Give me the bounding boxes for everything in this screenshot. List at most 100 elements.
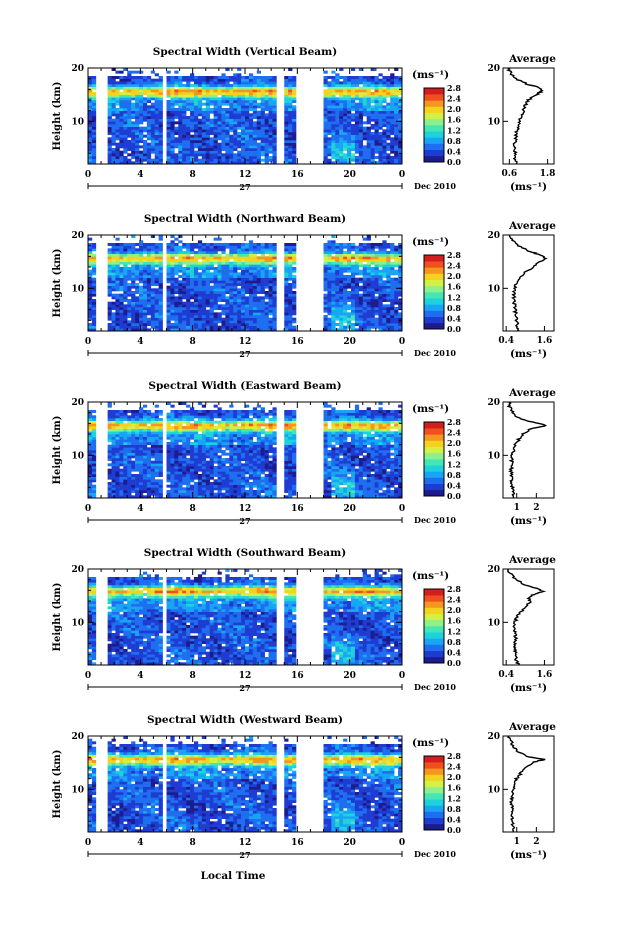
colorbar-tick-label: 0.8 [447, 804, 461, 814]
average-profile-line [508, 234, 548, 332]
x-tick-label: 0 [85, 671, 91, 681]
colorbar-tick-label: 0.4 [447, 647, 461, 657]
x-tick-label: 4 [137, 838, 143, 848]
x-tick-label: 8 [190, 838, 196, 848]
colorbar-tick-label: 2.0 [447, 438, 461, 448]
average-y-tick-label: 10 [487, 618, 500, 628]
x-axis-label: Local Time [201, 870, 266, 882]
average-y-tick-label: 10 [487, 117, 500, 127]
day-label: 27 [239, 850, 250, 860]
average-x-label: (ms⁻¹) [510, 682, 547, 694]
x-tick-label: 16 [291, 838, 304, 848]
x-tick-label: 16 [291, 671, 304, 681]
x-tick-label: 0 [399, 504, 405, 514]
average-frame [502, 67, 555, 165]
x-tick-label: 8 [190, 170, 196, 180]
date-label: Dec 2010 [414, 348, 456, 358]
x-tick-label: 0 [85, 504, 91, 514]
colorbar-tick-label: 2.4 [447, 762, 461, 772]
colorbar-tick-label: 2.0 [447, 271, 461, 281]
average-y-tick-label: 20 [487, 732, 500, 742]
x-tick-label: 8 [190, 504, 196, 514]
day-label: 27 [239, 683, 250, 693]
y-tick-label: 10 [71, 117, 84, 127]
average-x-label: (ms⁻¹) [510, 849, 547, 861]
colorbar-tick-label: 2.8 [447, 584, 461, 594]
colorbar-tick-label: 0.4 [447, 313, 461, 323]
colorbar-tick-label: 1.2 [447, 626, 461, 636]
x-tick-label: 16 [291, 170, 304, 180]
x-tick-label: 8 [190, 671, 196, 681]
panel-1: Spectral Width (Vertical Beam) 20 10 Height… [52, 46, 556, 193]
colorbar-tick-label: 1.6 [447, 783, 461, 793]
average-title: Average [508, 387, 556, 399]
average-y-tick-label: 20 [487, 565, 500, 575]
x-tick-label: 12 [239, 671, 252, 681]
colorbar-tick-label: 2.8 [447, 751, 461, 761]
average-y-tick-label: 10 [487, 785, 500, 795]
date-label: Dec 2010 [414, 515, 456, 525]
panel-title: Spectral Width (Southward Beam) [144, 547, 346, 559]
x-tick-label: 20 [343, 170, 356, 180]
y-tick-label: 10 [71, 284, 84, 294]
average-title: Average [508, 721, 556, 733]
colorbar-tick-label: 0.0 [447, 157, 461, 167]
panel-4: Spectral Width (Southward Beam) 20 10 Heigh… [52, 547, 556, 694]
average-profile-line [506, 568, 547, 666]
average-y-tick-label: 10 [487, 451, 500, 461]
y-tick-label: 20 [71, 64, 84, 74]
average-title: Average [508, 220, 556, 232]
x-tick-label: 0 [85, 337, 91, 347]
x-tick-label: 0 [399, 337, 405, 347]
average-x-label: (ms⁻¹) [510, 348, 547, 360]
average-x-tick-label: 1.6 [537, 336, 553, 346]
colorbar-tick-label: 0.8 [447, 303, 461, 313]
colorbar-unit: (ms⁻¹) [412, 403, 449, 415]
panel-2: Spectral Width (Northward Beam) 20 10 Heigh… [52, 213, 556, 360]
x-tick-label: 20 [343, 838, 356, 848]
colorbar-tick-label: 0.8 [447, 470, 461, 480]
colorbar-tick-label: 1.6 [447, 115, 461, 125]
average-x-tick-label: 1.8 [540, 169, 556, 179]
day-label: 27 [239, 349, 250, 359]
colorbar-tick-label: 0.0 [447, 324, 461, 334]
heatmap-cells [88, 736, 403, 833]
colorbar-tick-label: 1.2 [447, 125, 461, 135]
average-x-tick-label: 1 [514, 837, 520, 847]
average-x-tick-label: 0.6 [502, 169, 518, 179]
average-profile-line [506, 735, 546, 833]
day-label: 27 [239, 516, 250, 526]
y-tick-label: 20 [71, 231, 84, 241]
average-x-tick-label: 0.4 [498, 670, 514, 680]
average-frame [502, 568, 555, 666]
y-tick-label: 10 [71, 618, 84, 628]
colorbar-tick-label: 2.0 [447, 772, 461, 782]
heatmap-cells [88, 68, 403, 165]
colorbar [423, 87, 445, 163]
x-tick-label: 0 [399, 838, 405, 848]
average-frame [502, 234, 555, 332]
day-label: 27 [239, 182, 250, 192]
colorbar-tick-label: 2.8 [447, 83, 461, 93]
colorbar-tick-label: 2.4 [447, 428, 461, 438]
colorbar-tick-label: 2.4 [447, 94, 461, 104]
colorbar-tick-label: 2.8 [447, 417, 461, 427]
average-profile-line [506, 67, 544, 165]
colorbar-tick-label: 2.8 [447, 250, 461, 260]
y-tick-label: 20 [71, 565, 84, 575]
colorbar [423, 755, 445, 831]
average-x-tick-label: 2 [533, 837, 539, 847]
heatmap-cells [88, 235, 403, 332]
x-tick-label: 4 [137, 170, 143, 180]
y-tick-label: 20 [71, 398, 84, 408]
y-tick-label: 20 [71, 732, 84, 742]
colorbar-unit: (ms⁻¹) [412, 69, 449, 81]
average-x-tick-label: 2 [533, 503, 539, 513]
average-title: Average [508, 53, 556, 65]
colorbar-tick-label: 1.2 [447, 793, 461, 803]
colorbar-tick-label: 1.6 [447, 616, 461, 626]
average-y-tick-label: 20 [487, 64, 500, 74]
average-x-label: (ms⁻¹) [510, 515, 547, 527]
x-tick-label: 16 [291, 504, 304, 514]
